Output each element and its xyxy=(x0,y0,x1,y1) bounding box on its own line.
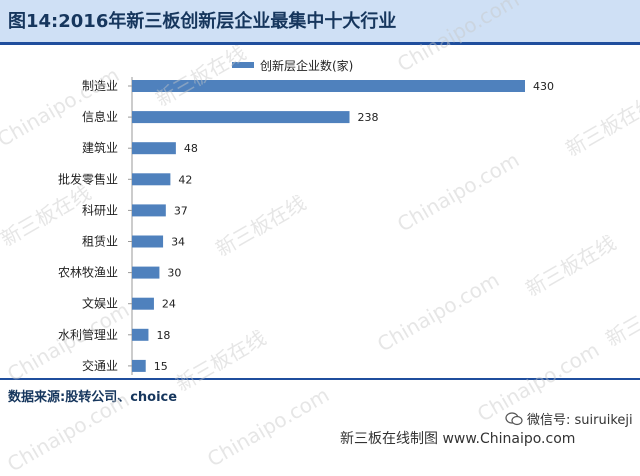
data-label: 34 xyxy=(171,236,185,249)
category-label: 批发零售业 xyxy=(58,171,118,186)
title-rule xyxy=(0,42,640,45)
footer-rule xyxy=(0,378,640,380)
bar xyxy=(132,204,166,217)
chart-caption: 新三板在线制图 www.Chinaipo.com xyxy=(340,428,575,448)
category-label: 信息业 xyxy=(82,109,118,124)
category-label: 科研业 xyxy=(82,203,118,217)
bar xyxy=(132,80,525,92)
legend-label: 创新层企业数(家) xyxy=(260,58,353,73)
data-label: 15 xyxy=(154,360,168,373)
site-text: www.Chinaipo.com xyxy=(442,431,576,447)
chart-legend: 创新层企业数(家) xyxy=(232,58,353,73)
bar xyxy=(132,173,171,186)
bar-chart: 创新层企业数(家) 制造业 430 信息业 238 建筑业 48 批发零售业 42 科研业 37 租… xyxy=(58,58,554,375)
title-bar xyxy=(0,0,640,42)
data-label: 37 xyxy=(174,204,188,217)
data-label: 42 xyxy=(178,173,192,186)
category-label: 文娱业 xyxy=(82,296,118,311)
data-source: 数据来源:股转公司、choice xyxy=(8,390,178,405)
bar xyxy=(132,297,154,310)
bar xyxy=(132,235,164,248)
wechat-icon xyxy=(505,412,523,426)
category-label: 交通业 xyxy=(82,358,118,373)
bar xyxy=(132,359,146,372)
category-label: 制造业 xyxy=(82,79,118,93)
data-label: 18 xyxy=(156,329,170,342)
bar xyxy=(132,142,176,155)
category-label: 农林牧渔业 xyxy=(58,266,118,280)
wechat-id: 微信号: suiruikeji xyxy=(505,409,633,428)
category-label: 建筑业 xyxy=(82,140,118,155)
legend-swatch xyxy=(232,62,254,68)
page-title: 图14:2016年新三板创新层企业最集中十大行业 xyxy=(8,11,397,32)
bar xyxy=(132,266,160,279)
caption-text: 新三板在线制图 xyxy=(340,431,438,447)
wechat-label: 微信号: suiruikeji xyxy=(527,413,633,428)
data-label: 430 xyxy=(533,80,554,93)
watermark: Chinaipo.com xyxy=(203,382,334,472)
bar xyxy=(132,111,350,124)
data-label: 238 xyxy=(358,111,379,124)
category-label: 水利管理业 xyxy=(58,327,118,342)
category-label: 租赁业 xyxy=(82,235,118,249)
data-label: 30 xyxy=(167,267,181,280)
bars-group: 制造业 430 信息业 238 建筑业 48 批发零售业 42 科研业 37 租赁业 34 农林牧渔业 3… xyxy=(58,79,554,373)
bar xyxy=(132,328,149,341)
data-label: 48 xyxy=(184,142,198,155)
data-label: 24 xyxy=(162,298,176,311)
